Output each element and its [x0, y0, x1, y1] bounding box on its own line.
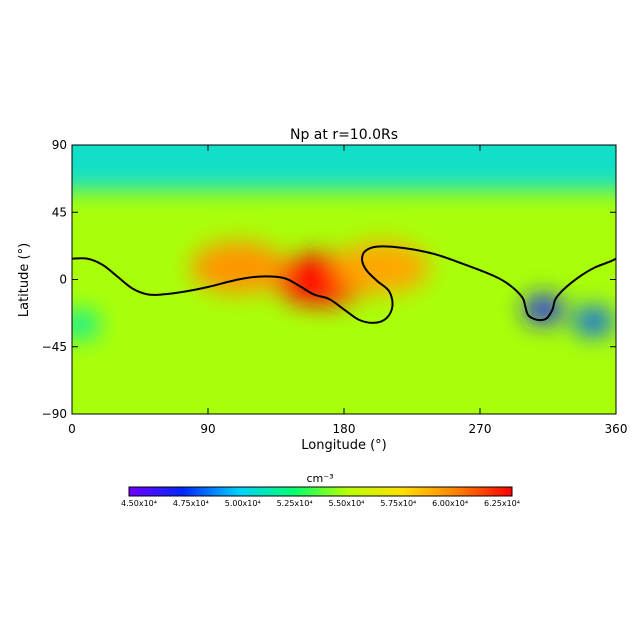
y-axis-label: Latitude (°)	[17, 243, 32, 317]
chart-title: Np at r=10.0Rs	[290, 127, 398, 143]
x-tick-label: 90	[200, 422, 215, 436]
density-features	[72, 145, 616, 339]
x-tick-label: 270	[469, 422, 492, 436]
x-tick-label: 180	[333, 422, 356, 436]
y-tick-label: 45	[52, 205, 67, 219]
colorbar-tick-label: 6.25x10⁴	[484, 499, 520, 508]
colorbar-tick-label: 5.75x10⁴	[380, 499, 416, 508]
feature-high-density	[190, 241, 287, 294]
x-axis-label: Longitude (°)	[301, 438, 386, 453]
neutral-line	[72, 245, 616, 324]
colorbar-tick-label: 6.00x10⁴	[432, 499, 468, 508]
colorbar-tick-label: 4.75x10⁴	[173, 499, 209, 508]
colorbar-tick-label: 5.50x10⁴	[328, 499, 364, 508]
colorbar-tick-label: 4.50x10⁴	[121, 499, 157, 508]
y-axis: 90 45 0 −45 −90	[42, 138, 616, 421]
y-tick-label: −90	[42, 407, 67, 421]
colorbar-tick-label: 5.25x10⁴	[277, 499, 313, 508]
heatmap-area	[72, 145, 616, 414]
colorbar-ticks: 4.50x10⁴ 4.75x10⁴ 5.00x10⁴ 5.25x10⁴ 5.50x10⁴…	[121, 499, 520, 508]
y-tick-label: −45	[42, 340, 67, 354]
feature-high-density	[333, 241, 430, 294]
y-tick-label: 0	[59, 273, 67, 287]
x-tick-label: 0	[68, 422, 76, 436]
colorbar	[128, 486, 513, 497]
feature-polar-band	[72, 145, 616, 190]
colorbar-tick-label: 5.00x10⁴	[225, 499, 261, 508]
x-tick-label: 360	[605, 422, 628, 436]
colorbar-unit-label: cm⁻³	[307, 472, 334, 485]
feature-low-density	[72, 310, 100, 339]
y-tick-label: 90	[52, 138, 67, 152]
feature-low-density	[573, 307, 614, 336]
x-axis: 0 90 180 270 360	[68, 145, 627, 436]
